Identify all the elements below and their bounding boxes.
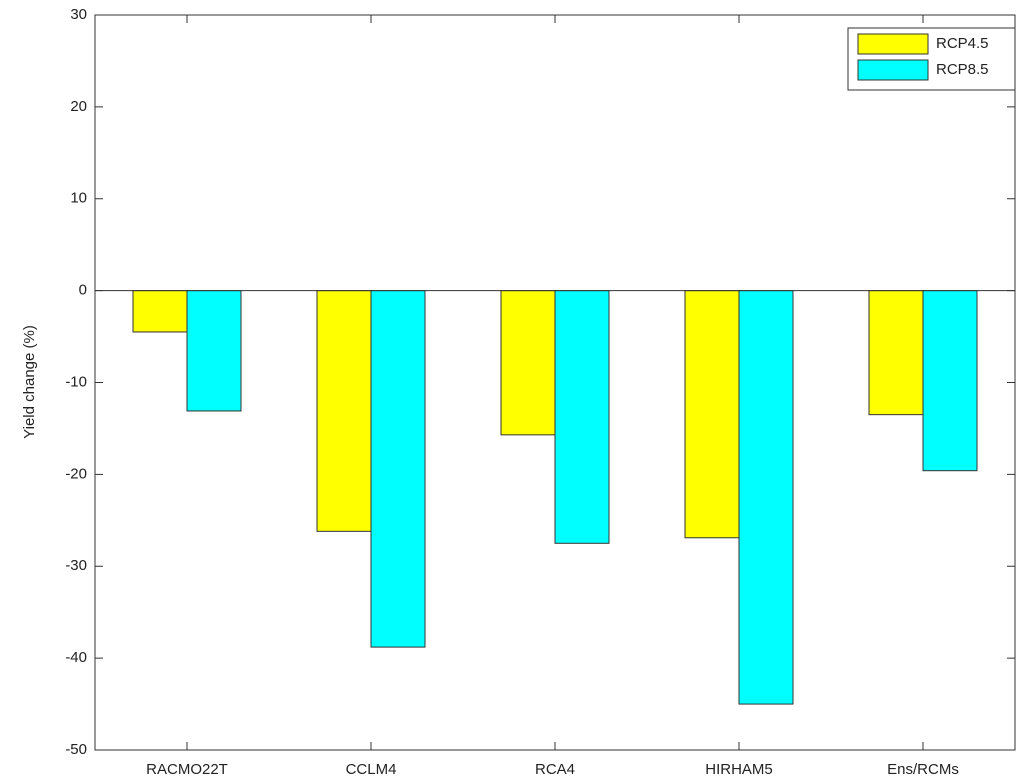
- bar: [684, 290, 740, 539]
- x-tick-label: Ens/RCMs: [887, 761, 959, 778]
- y-axis-label: Yield change (%): [21, 325, 38, 439]
- legend-label: RCP8.5: [936, 61, 989, 78]
- bar: [922, 290, 978, 472]
- y-tick-label: 30: [70, 6, 87, 23]
- bar: [868, 290, 924, 416]
- bar: [554, 290, 610, 544]
- bar: [738, 290, 794, 705]
- x-tick-label: CCLM4: [346, 761, 397, 778]
- bar: [132, 290, 188, 333]
- y-tick-label: 10: [70, 190, 87, 207]
- x-tick-label: RCA4: [535, 761, 575, 778]
- legend-swatch: [857, 33, 929, 55]
- bar: [500, 290, 556, 436]
- y-tick-label: -40: [65, 649, 87, 666]
- plot-frame: [94, 14, 1016, 751]
- y-tick-label: 0: [79, 282, 87, 299]
- y-tick-label: -50: [65, 741, 87, 758]
- bar: [186, 290, 242, 412]
- legend-swatch: [857, 59, 929, 81]
- legend-label: RCP4.5: [936, 35, 989, 52]
- y-tick-label: -20: [65, 465, 87, 482]
- y-tick-label: -30: [65, 557, 87, 574]
- bar: [316, 290, 372, 532]
- x-tick-label: RACMO22T: [146, 761, 228, 778]
- x-tick-label: HIRHAM5: [705, 761, 773, 778]
- bar: [370, 290, 426, 648]
- y-tick-label: 20: [70, 98, 87, 115]
- y-tick-label: -10: [65, 373, 87, 390]
